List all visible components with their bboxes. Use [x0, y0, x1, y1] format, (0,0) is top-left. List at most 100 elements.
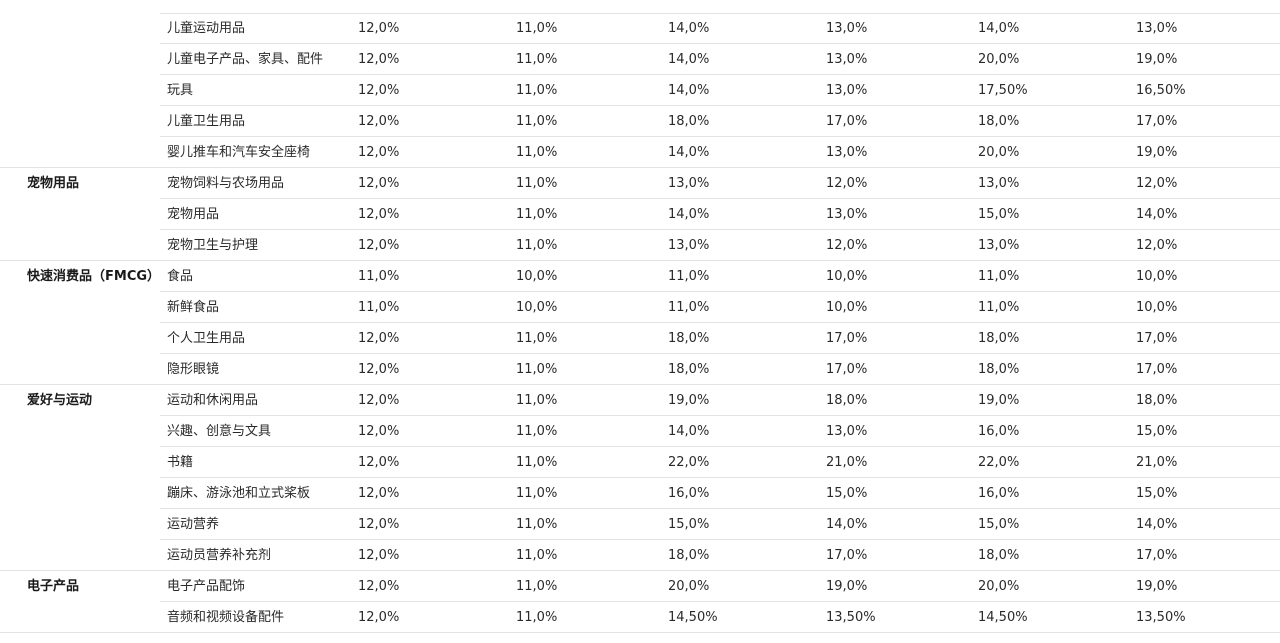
subcategory-cell: 食品 [167, 269, 194, 284]
rate-cell: 11,0% [516, 517, 558, 532]
rate-cell: 11,0% [516, 362, 558, 377]
rate-cell: 11,0% [358, 300, 400, 315]
rate-cell: 22,0% [668, 455, 710, 470]
rate-cell: 13,0% [826, 207, 868, 222]
table-top-divider [160, 13, 1280, 14]
rate-cell: 11,0% [978, 269, 1020, 284]
category-group: 爱好与运动 运动和休闲用品 12,0% 11,0% 19,0% 18,0% 19,0% 18,… [0, 385, 1280, 571]
rate-cell: 20,0% [978, 52, 1020, 67]
rate-cell: 12,0% [358, 83, 400, 98]
row-divider [160, 539, 1280, 540]
row-divider [160, 508, 1280, 509]
rate-cell: 19,0% [826, 579, 868, 594]
rate-cell: 11,0% [516, 579, 558, 594]
rate-cell: 15,0% [978, 517, 1020, 532]
subcategory-cell: 运动营养 [167, 517, 220, 532]
row-divider [160, 415, 1280, 416]
rate-cell: 17,0% [1136, 114, 1178, 129]
category-group: 快速消费品（FMCG） 食品 11,0% 10,0% 11,0% 10,0% 11,0% 10… [0, 261, 1280, 385]
table-row: 书籍 12,0% 11,0% 22,0% 21,0% 22,0% 21,0% [0, 447, 1280, 478]
subcategory-cell: 电子产品配饰 [167, 579, 246, 594]
rate-cell: 11,0% [516, 393, 558, 408]
rate-cell: 10,0% [516, 300, 558, 315]
rate-cell: 17,0% [1136, 362, 1178, 377]
rate-cell: 11,0% [516, 548, 558, 563]
row-divider [0, 384, 1280, 385]
rate-cell: 14,0% [668, 424, 710, 439]
rate-cell: 17,0% [1136, 331, 1178, 346]
subcategory-cell: 个人卫生用品 [167, 331, 246, 346]
rate-cell: 18,0% [826, 393, 868, 408]
category-label: 宠物用品 [27, 176, 80, 191]
row-divider [160, 43, 1280, 44]
subcategory-cell: 宠物饲料与农场用品 [167, 176, 285, 191]
rate-cell: 12,0% [358, 207, 400, 222]
row-divider [0, 570, 1280, 571]
rate-cell: 18,0% [978, 548, 1020, 563]
rate-cell: 11,0% [668, 300, 710, 315]
rate-cell: 14,0% [1136, 517, 1178, 532]
rate-cell: 22,0% [978, 455, 1020, 470]
rate-cell: 14,0% [668, 21, 710, 36]
rate-cell: 15,0% [1136, 486, 1178, 501]
category-label: 电子产品 [27, 579, 80, 594]
rate-cell: 14,50% [668, 610, 718, 625]
rate-cell: 20,0% [668, 579, 710, 594]
row-divider [0, 632, 1280, 633]
rate-cell: 16,50% [1136, 83, 1186, 98]
rate-cell: 13,50% [1136, 610, 1186, 625]
category-group: 宠物用品 宠物饲料与农场用品 12,0% 11,0% 13,0% 12,0% 13,0% 12… [0, 168, 1280, 261]
rate-cell: 13,0% [978, 176, 1020, 191]
subcategory-cell: 音频和视频设备配件 [167, 610, 285, 625]
rate-cell: 17,0% [826, 114, 868, 129]
rate-cell: 19,0% [668, 393, 710, 408]
rate-cell: 18,0% [978, 114, 1020, 129]
table-row: 蹦床、游泳池和立式桨板 12,0% 11,0% 16,0% 15,0% 16,0% 15,0… [0, 478, 1280, 509]
rate-cell: 14,0% [978, 21, 1020, 36]
rate-cell: 13,0% [668, 238, 710, 253]
row-divider [160, 74, 1280, 75]
row-divider [160, 291, 1280, 292]
row-divider [160, 136, 1280, 137]
rate-cell: 12,0% [826, 238, 868, 253]
table-row: 玩具 12,0% 11,0% 14,0% 13,0% 17,50% 16,50% [0, 75, 1280, 106]
rate-cell: 16,0% [978, 424, 1020, 439]
table-row: 个人卫生用品 12,0% 11,0% 18,0% 17,0% 18,0% 17,0% [0, 323, 1280, 354]
rate-cell: 12,0% [358, 331, 400, 346]
rate-cell: 12,0% [358, 145, 400, 160]
table-row: 音频和视频设备配件 12,0% 11,0% 14,50% 13,50% 14,50% 13,… [0, 602, 1280, 633]
rate-cell: 16,0% [978, 486, 1020, 501]
rate-cell: 11,0% [516, 21, 558, 36]
rate-cell: 20,0% [978, 145, 1020, 160]
rate-cell: 12,0% [358, 486, 400, 501]
rate-cell: 11,0% [516, 455, 558, 470]
rate-cell: 18,0% [668, 548, 710, 563]
rate-cell: 11,0% [978, 300, 1020, 315]
subcategory-cell: 书籍 [167, 455, 194, 470]
rate-cell: 14,50% [978, 610, 1028, 625]
table-row: 宠物用品 12,0% 11,0% 14,0% 13,0% 15,0% 14,0% [0, 199, 1280, 230]
row-divider [160, 353, 1280, 354]
rate-cell: 17,0% [826, 331, 868, 346]
row-divider [160, 229, 1280, 230]
subcategory-cell: 儿童电子产品、家具、配件 [167, 52, 324, 67]
rate-cell: 16,0% [668, 486, 710, 501]
rate-cell: 10,0% [1136, 300, 1178, 315]
table-row: 儿童运动用品 12,0% 11,0% 14,0% 13,0% 14,0% 13,0% [0, 13, 1280, 44]
rate-cell: 12,0% [358, 114, 400, 129]
rate-cell: 15,0% [978, 207, 1020, 222]
rate-cell: 17,0% [1136, 548, 1178, 563]
rate-cell: 12,0% [358, 52, 400, 67]
rate-cell: 18,0% [668, 362, 710, 377]
rate-cell: 11,0% [516, 114, 558, 129]
rate-cell: 13,0% [1136, 21, 1178, 36]
row-divider [160, 446, 1280, 447]
subcategory-cell: 宠物卫生与护理 [167, 238, 259, 253]
subcategory-cell: 蹦床、游泳池和立式桨板 [167, 486, 311, 501]
row-divider [160, 322, 1280, 323]
table-row: 运动和休闲用品 12,0% 11,0% 19,0% 18,0% 19,0% 18,0% [0, 385, 1280, 416]
rate-cell: 19,0% [1136, 579, 1178, 594]
rate-cell: 12,0% [1136, 238, 1178, 253]
table-row: 宠物卫生与护理 12,0% 11,0% 13,0% 12,0% 13,0% 12,0% [0, 230, 1280, 261]
rate-cell: 14,0% [668, 83, 710, 98]
